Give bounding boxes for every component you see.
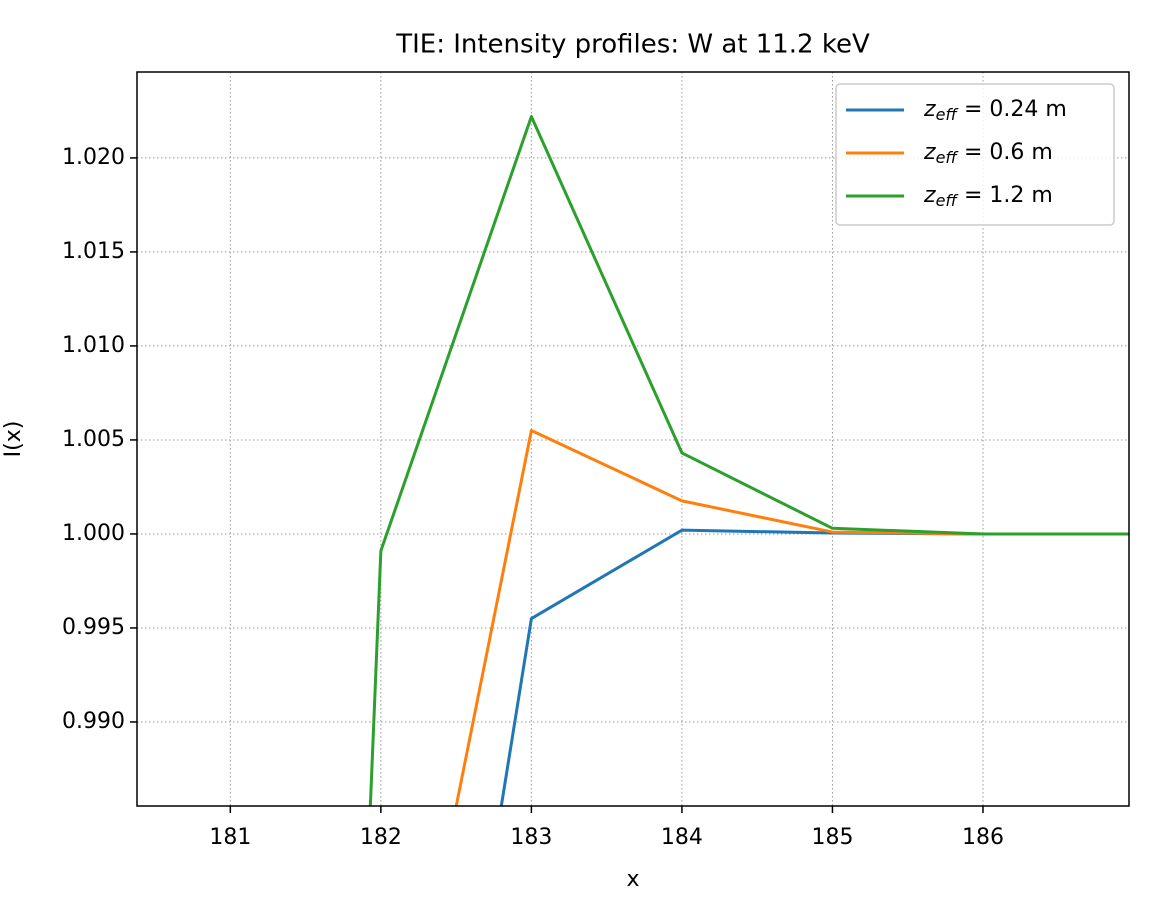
axes-frame <box>136 71 1130 807</box>
y-tick-label: 1.005 <box>62 427 125 452</box>
chart-title: TIE: Intensity profiles: W at 11.2 keV <box>395 30 870 60</box>
x-axis-label: x <box>626 867 639 892</box>
y-axis-label: I(x) <box>1 421 26 458</box>
y-tick-label: 0.990 <box>62 709 125 734</box>
x-tick-label: 181 <box>209 825 251 850</box>
x-tick-label: 185 <box>811 825 853 850</box>
legend-label: zeff = 0.6 m <box>923 140 1053 167</box>
y-tick-label: 1.015 <box>62 239 125 264</box>
legend-box <box>835 83 1115 226</box>
x-tick-label: 182 <box>360 825 402 850</box>
y-tick-label: 0.995 <box>62 615 125 640</box>
legend-label: zeff = 1.2 m <box>923 183 1053 210</box>
y-tick-label: 1.010 <box>62 333 125 358</box>
legend-label: zeff = 0.24 m <box>923 97 1067 124</box>
data-line <box>368 115 1129 806</box>
x-tick-label: 183 <box>510 825 552 850</box>
legend: zeff = 0.24 m zeff = 0.6 m zeff = 1.2 m <box>835 83 1115 226</box>
x-tick-label: 186 <box>962 825 1004 850</box>
x-tick-label: 184 <box>661 825 703 850</box>
plot-area <box>368 115 1129 806</box>
y-tick-label: 1.020 <box>62 145 125 170</box>
y-tick-label: 1.000 <box>62 521 125 546</box>
ticks: 181 182 183 184 185 186 0.990 0.995 1.000 1.005 1.… <box>62 145 1004 850</box>
